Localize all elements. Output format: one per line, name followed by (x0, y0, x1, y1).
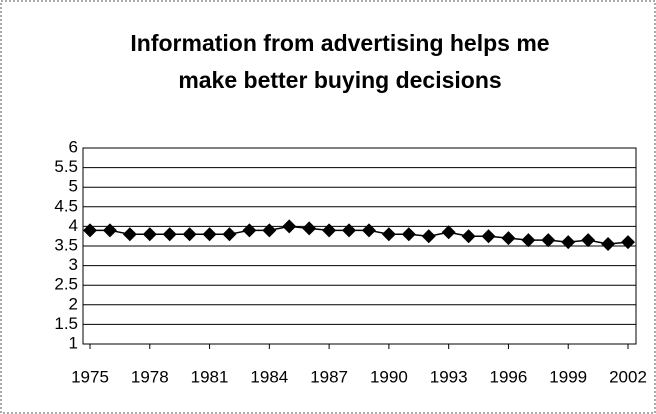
data-point (541, 233, 556, 248)
data-point (621, 235, 635, 250)
data-point (601, 237, 616, 252)
data-point (182, 227, 197, 242)
x-tick-label: 1999 (549, 367, 587, 386)
data-point (202, 227, 217, 242)
data-point (381, 227, 396, 242)
x-tick-label: 1990 (370, 367, 408, 386)
data-point (102, 223, 117, 238)
data-point (581, 233, 596, 248)
x-tick-label: 1996 (490, 367, 528, 386)
y-tick-label: 3.5 (54, 235, 78, 254)
data-point (282, 219, 297, 234)
x-tick-label: 1978 (131, 367, 169, 386)
data-point (521, 233, 536, 248)
data-point (361, 223, 376, 238)
data-point (162, 227, 177, 242)
y-tick-label: 6 (69, 137, 78, 156)
data-point (441, 225, 456, 240)
data-point (421, 229, 436, 244)
data-point (222, 227, 237, 242)
x-tick-label: 1987 (310, 367, 348, 386)
y-tick-label: 5 (69, 177, 78, 196)
x-tick-label: 1981 (191, 367, 229, 386)
data-point (302, 221, 317, 236)
data-point (401, 227, 416, 242)
data-point (481, 229, 496, 244)
data-point (142, 227, 157, 242)
x-tick-label: 1975 (71, 367, 109, 386)
data-line (90, 225, 629, 245)
data-point (461, 229, 476, 244)
y-tick-label: 2 (69, 294, 78, 313)
data-point (262, 223, 277, 238)
y-tick-label: 5.5 (54, 157, 78, 176)
y-tick-label: 3 (69, 255, 78, 274)
data-point (122, 227, 137, 242)
x-tick-label: 1993 (430, 367, 468, 386)
data-point (83, 223, 97, 238)
chart-title: make better buying decisions (178, 67, 501, 93)
data-point (501, 231, 516, 246)
data-point (342, 223, 357, 238)
y-tick-label: 2.5 (54, 275, 78, 294)
data-point (322, 223, 337, 238)
y-tick-label: 4 (69, 216, 78, 235)
data-point (242, 223, 257, 238)
x-tick-label: 1984 (250, 367, 288, 386)
y-tick-label: 4.5 (54, 196, 78, 215)
y-tick-label: 1.5 (54, 314, 78, 333)
chart-title: Information from advertising helps me (130, 30, 549, 56)
x-tick-label: 2002 (609, 367, 647, 386)
data-point (561, 235, 576, 250)
y-tick-label: 1 (69, 333, 78, 352)
